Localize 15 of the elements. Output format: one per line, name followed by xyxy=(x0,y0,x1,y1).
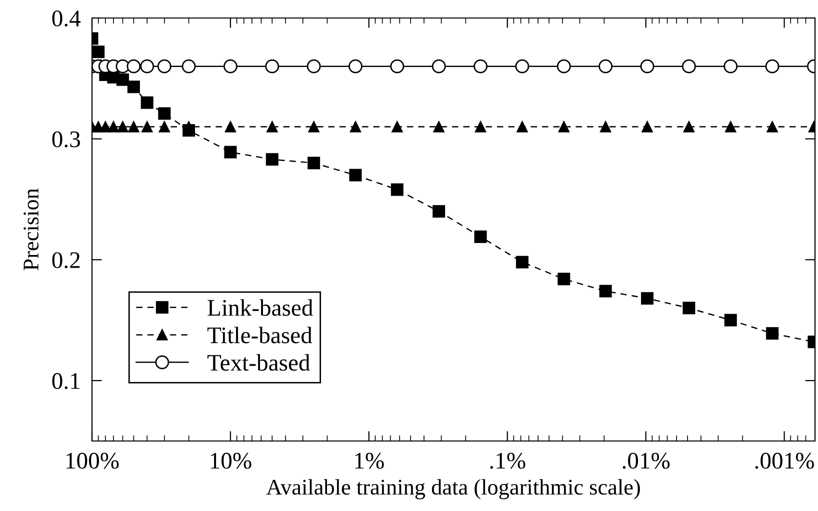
y-tick-label: 0.1 xyxy=(52,373,80,390)
y-axis-title: Precision xyxy=(24,188,39,270)
x-tick-label: 10% xyxy=(210,452,252,469)
legend-label: Link-based xyxy=(208,299,313,316)
x-tick-label: .001% xyxy=(755,452,814,469)
legend-label: Text-based xyxy=(207,354,310,371)
legend-label: Title-based xyxy=(207,326,312,344)
x-axis-title: Available training data (logarithmic scale) xyxy=(266,479,640,500)
y-tick-label: 0.3 xyxy=(52,131,80,148)
x-tick-label: .01% xyxy=(622,452,670,469)
y-tick-label: 0.2 xyxy=(52,252,80,268)
x-tick-label: .1% xyxy=(490,452,526,469)
y-tick-label: 0.4 xyxy=(52,10,81,27)
x-tick-label: 1% xyxy=(355,452,384,469)
x-tick-label: 100% xyxy=(66,452,119,469)
